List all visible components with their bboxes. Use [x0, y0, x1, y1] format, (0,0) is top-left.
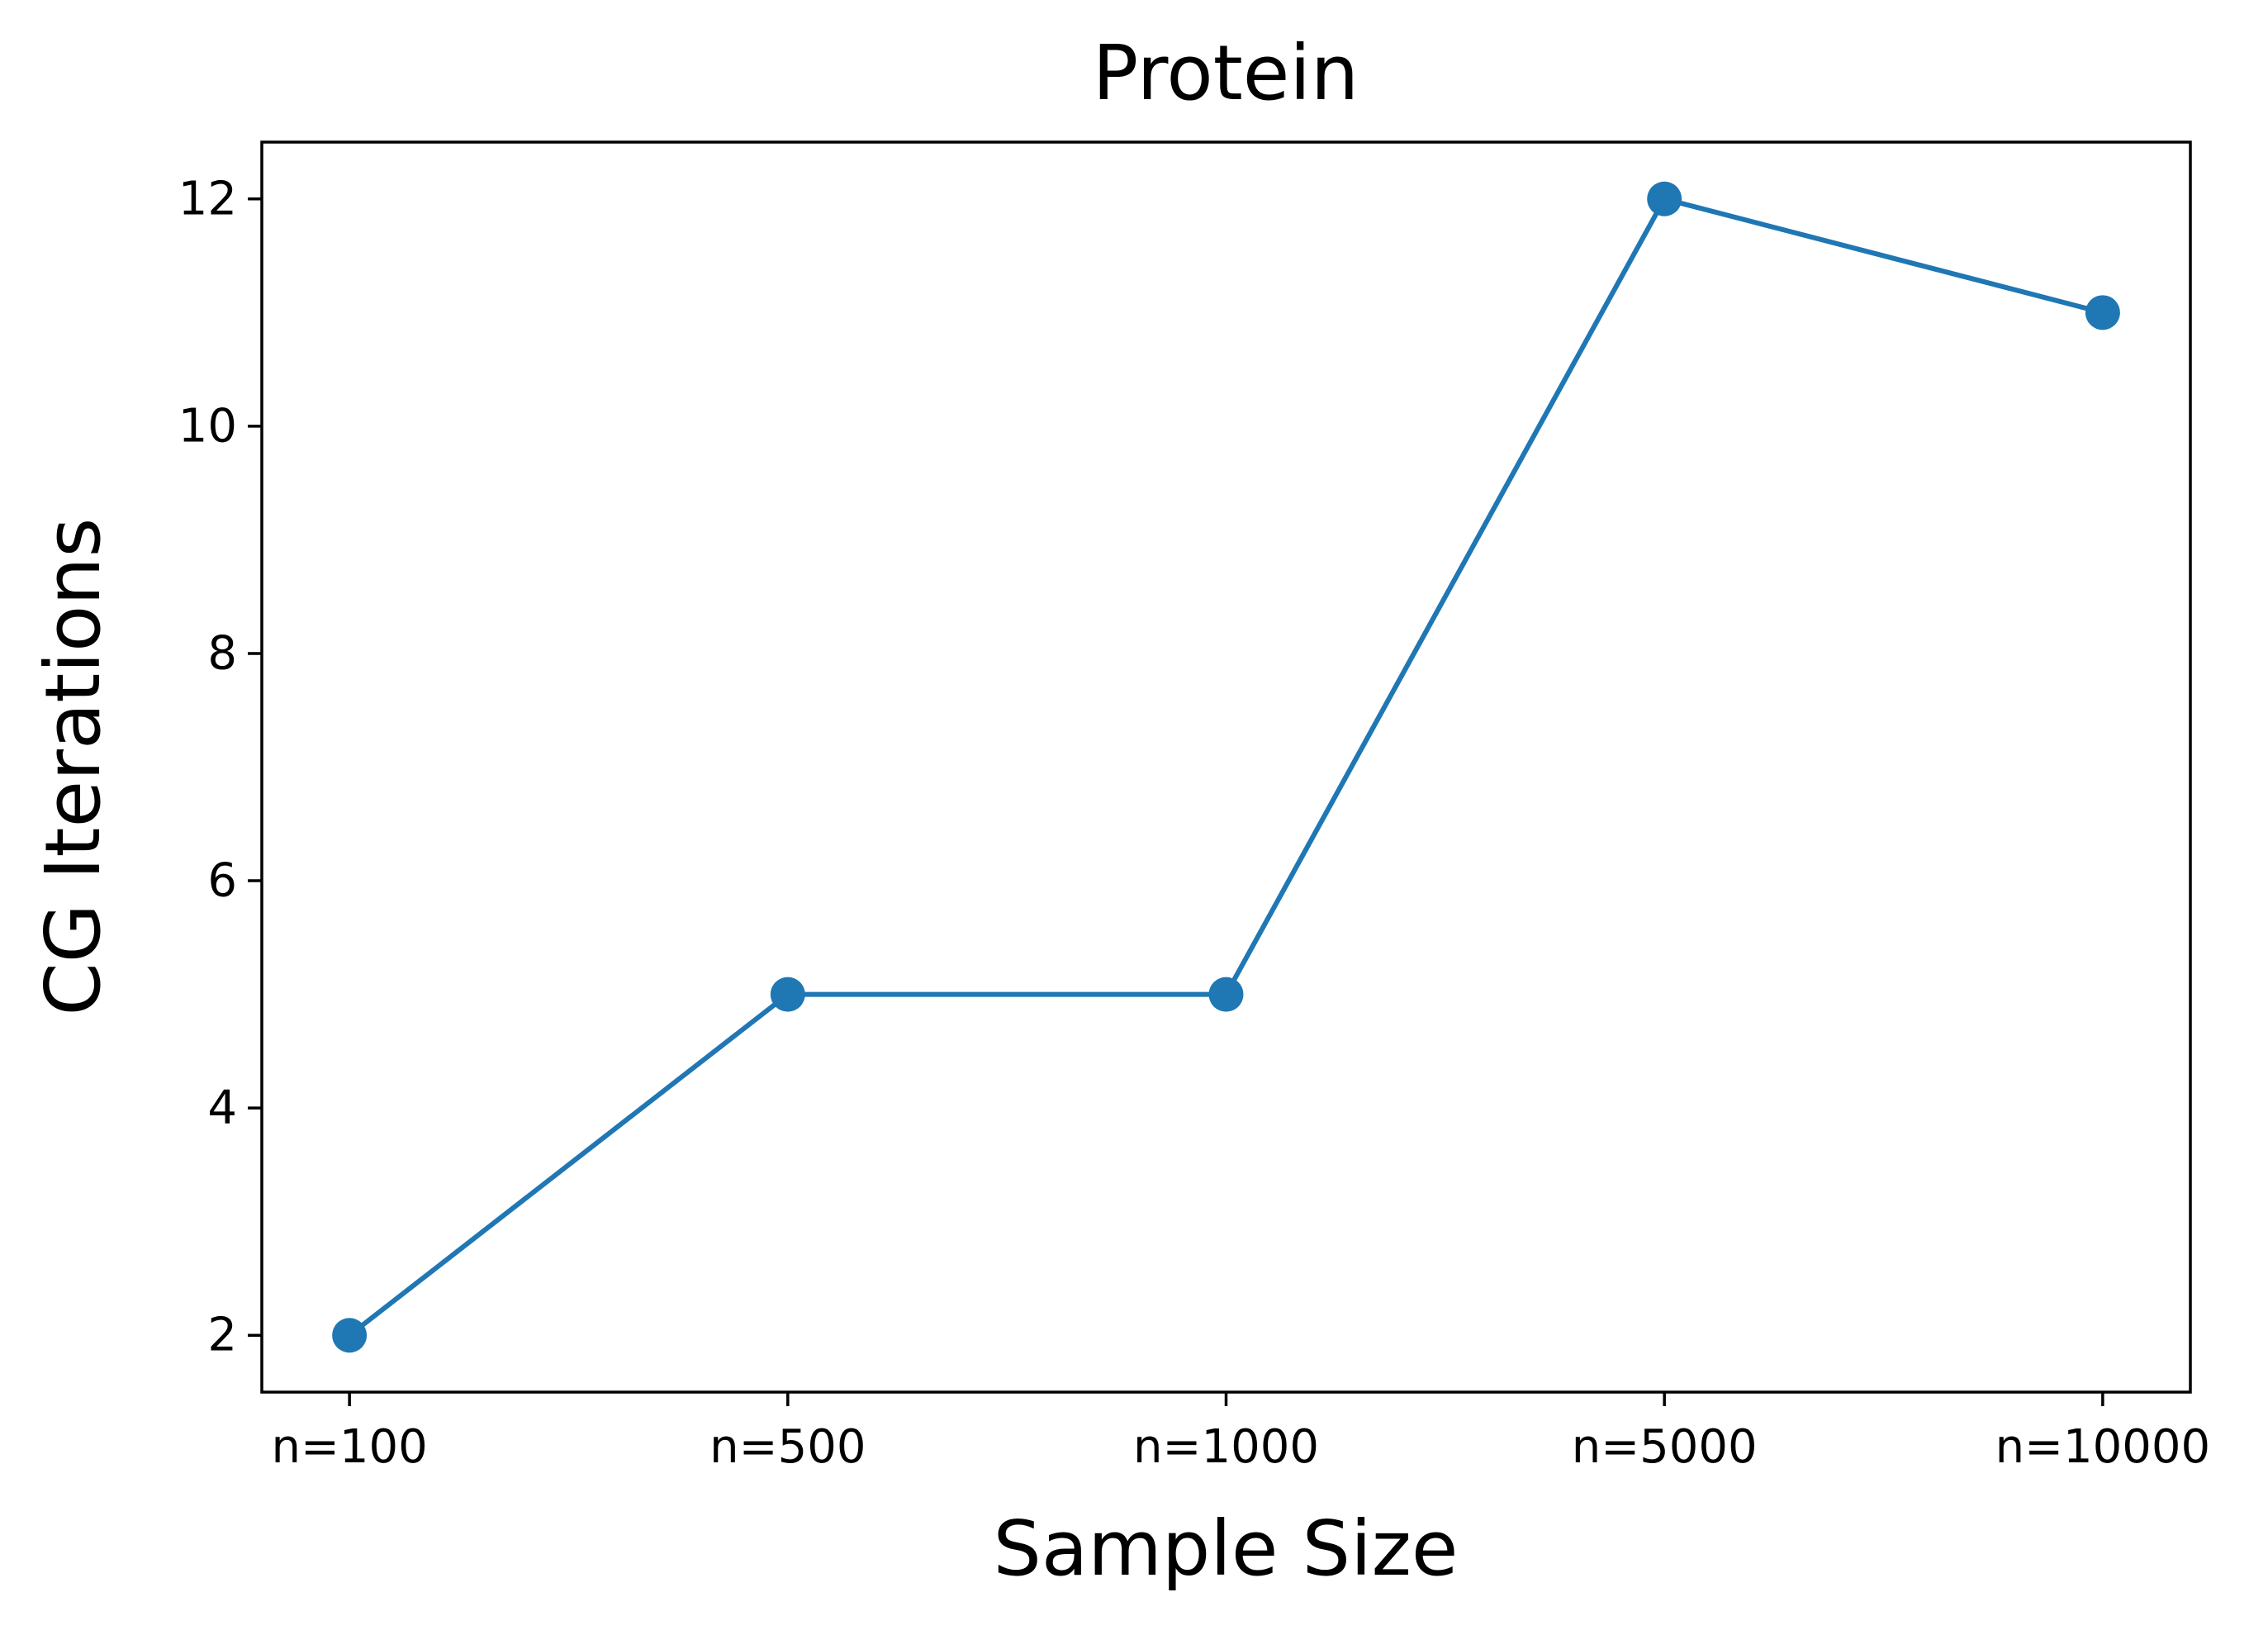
y-tick-label: 10 — [178, 399, 237, 453]
data-point — [1647, 181, 1682, 216]
x-tick-label: n=500 — [709, 1420, 866, 1474]
y-tick-label: 12 — [178, 172, 237, 226]
plot-frame — [260, 140, 2192, 1394]
x-axis-ticks: n=100 n=500 n=1000 n=5000 n=10000 — [271, 1392, 2210, 1474]
data-point — [2085, 295, 2120, 330]
y-tick-label: 6 — [207, 854, 237, 908]
data-point — [770, 977, 805, 1012]
x-tick-label: n=5000 — [1572, 1420, 1758, 1474]
x-tick-label: n=100 — [271, 1420, 427, 1474]
x-tick-label: n=10000 — [1995, 1420, 2211, 1474]
x-tick-label: n=1000 — [1133, 1420, 1319, 1474]
series-layer — [332, 181, 2120, 1353]
y-tick-label: 2 — [207, 1309, 237, 1362]
y-tick-label: 4 — [207, 1081, 237, 1135]
x-axis-label: Sample Size — [993, 1504, 1458, 1593]
y-axis-ticks: 2 4 6 8 10 12 — [178, 172, 262, 1362]
chart-title: Protein — [1093, 29, 1359, 117]
y-tick-label: 8 — [207, 626, 237, 680]
y-axis-label: CG Iterations — [29, 518, 117, 1016]
data-point — [1208, 977, 1244, 1012]
data-point — [332, 1318, 368, 1353]
